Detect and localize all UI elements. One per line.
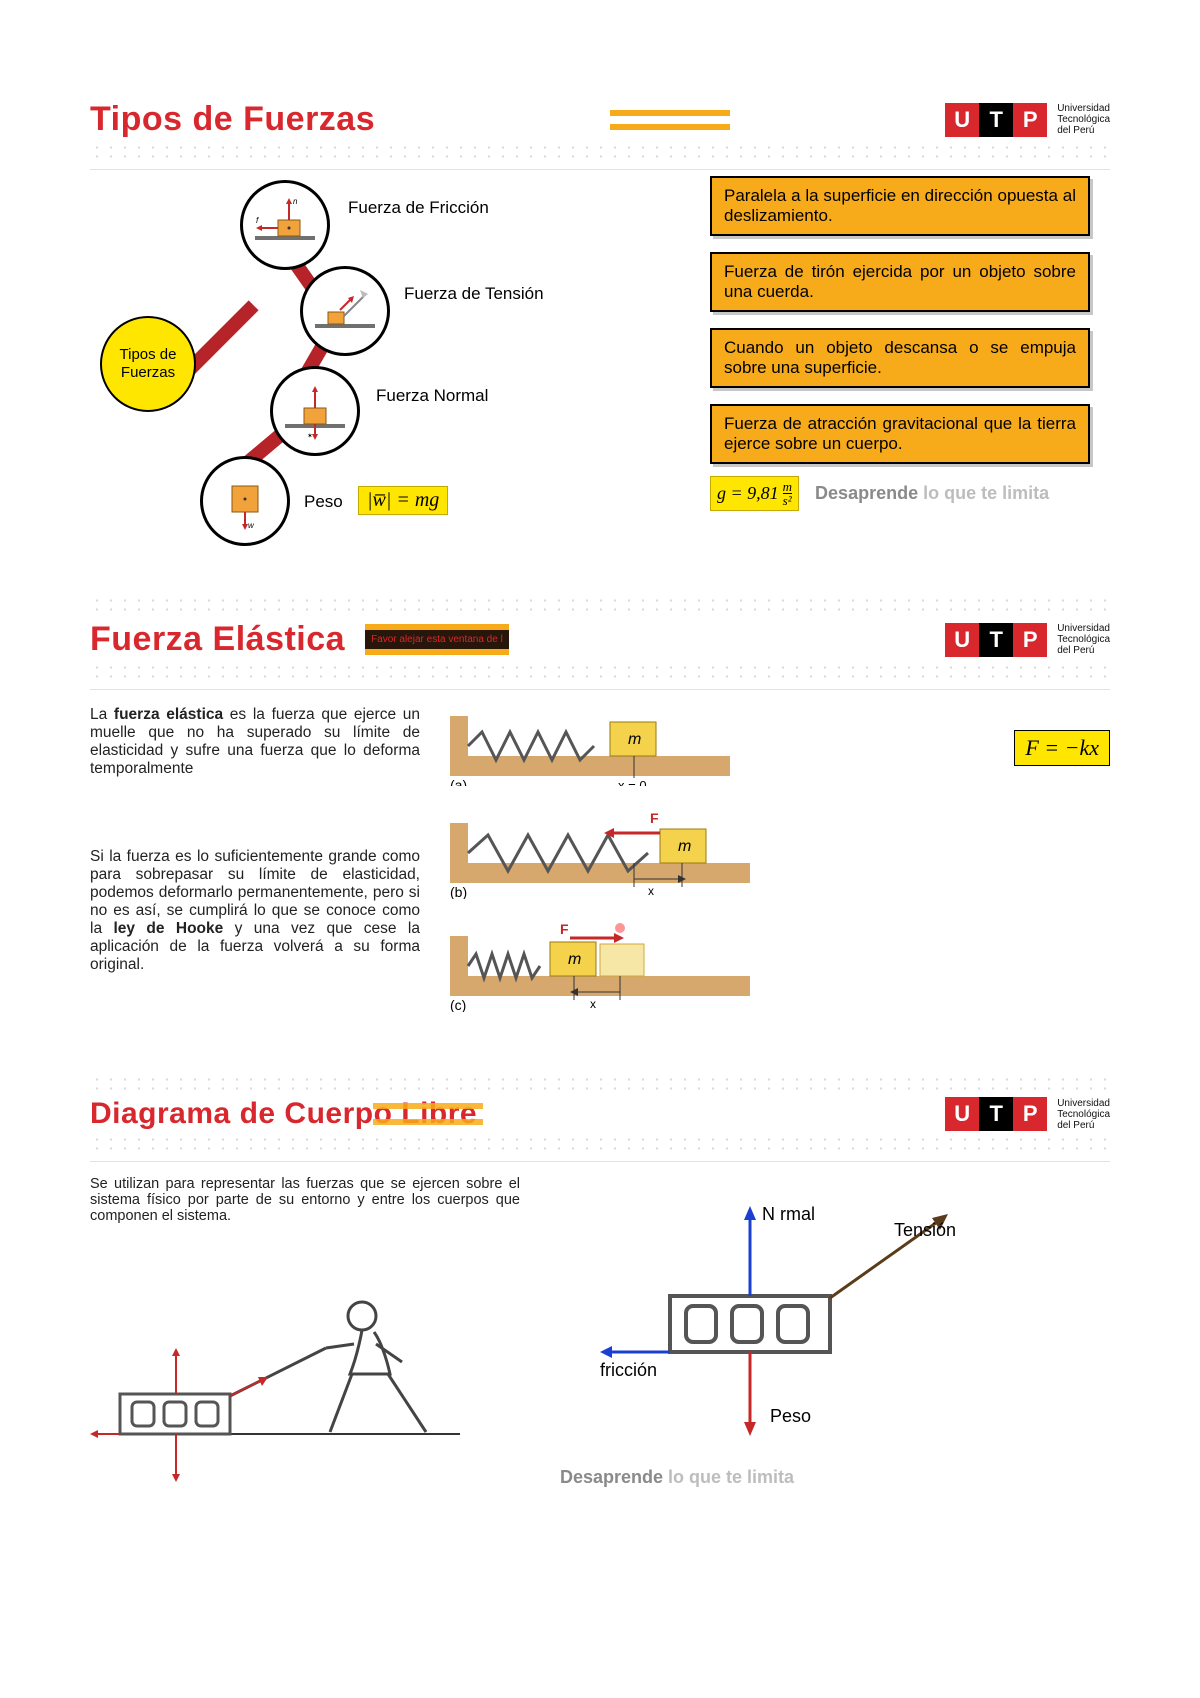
label-tension: Fuerza de Tensión bbox=[404, 284, 544, 304]
utp-name-2: Tecnológica bbox=[1057, 114, 1110, 125]
slide-dcl: Diagrama de Cuerpo Libre U T P Universid… bbox=[90, 1075, 1110, 1489]
svg-text:✶: ✶ bbox=[307, 432, 313, 440]
g-unit-num: m bbox=[783, 480, 792, 493]
svg-text:x: x bbox=[590, 997, 596, 1011]
force-bubble-diagram: Tipos de Fuerzas n f bbox=[90, 176, 690, 536]
slogan-3: Desaprende lo que te limita bbox=[560, 1467, 1110, 1488]
bubble-tension bbox=[300, 266, 390, 356]
label-peso: Peso bbox=[304, 492, 343, 512]
spring-fig-b: m F x (> 0) (b) bbox=[450, 809, 790, 899]
slide1-title: Tipos de Fuerzas bbox=[90, 100, 375, 139]
svg-text:F: F bbox=[560, 922, 569, 937]
dcl-scene-drawing bbox=[90, 1244, 470, 1484]
utp-letter-t: T bbox=[979, 623, 1013, 657]
utp-letter-p: P bbox=[1013, 103, 1047, 137]
bubble-friccion: n f bbox=[240, 180, 330, 270]
utp-letter-t: T bbox=[979, 103, 1013, 137]
orange-chip-overlay bbox=[373, 1103, 483, 1125]
desc-tension: Fuerza de tirón ejercida por un objeto s… bbox=[710, 252, 1090, 312]
hooke-formula: F = −kx bbox=[1014, 730, 1110, 766]
svg-text:n: n bbox=[293, 197, 298, 206]
center-circle: Tipos de Fuerzas bbox=[100, 316, 196, 412]
elastic-para2: Si la fuerza es lo suficientemente grand… bbox=[90, 848, 420, 974]
utp-name: Universidad Tecnológica del Perú bbox=[1057, 103, 1110, 136]
slide2-title: Fuerza Elástica bbox=[90, 620, 345, 659]
center-circle-label: Tipos de Fuerzas bbox=[108, 346, 188, 382]
vec-peso-label: Peso bbox=[770, 1406, 811, 1426]
utp-logo: U T P UniversidadTecnológicadel Perú bbox=[945, 1097, 1110, 1131]
vec-tension-label: Tensión bbox=[894, 1220, 956, 1240]
svg-text:w: w bbox=[248, 521, 255, 530]
slide-tipos-fuerzas: Tipos de Fuerzas U T P Universidad Tecno… bbox=[90, 100, 1110, 536]
svg-text:(b): (b) bbox=[450, 884, 467, 899]
utp-logo: U T P UniversidadTecnológicadel Perú bbox=[945, 623, 1110, 657]
orange-chip-text: Favor alejar esta ventana de l bbox=[365, 624, 509, 655]
label-normal: Fuerza Normal bbox=[376, 386, 488, 406]
vec-friction-label: fricción bbox=[600, 1360, 657, 1380]
utp-name-3: del Perú bbox=[1057, 125, 1110, 136]
bubble-peso: w bbox=[200, 456, 290, 546]
slide-fuerza-elastica: Fuerza Elástica Favor alejar esta ventan… bbox=[90, 596, 1110, 1035]
label-friccion: Fuerza de Fricción bbox=[348, 198, 489, 218]
orange-chip-blank bbox=[610, 110, 730, 130]
spring-fig-c: m F x (< 0) (c) bbox=[450, 922, 790, 1012]
svg-text:(< 0): (< 0) bbox=[580, 1011, 603, 1012]
dotted-band bbox=[90, 143, 1110, 161]
utp-logo: U T P Universidad Tecnológica del Perú bbox=[945, 103, 1110, 137]
desc-normal: Cuando un objeto descansa o se empuja so… bbox=[710, 328, 1090, 388]
utp-name-1: Universidad bbox=[1057, 103, 1110, 114]
g-unit-den: s² bbox=[783, 493, 792, 507]
svg-text:m: m bbox=[678, 838, 691, 855]
svg-text:x: x bbox=[648, 884, 654, 898]
slogan-1: Desaprende lo que te limita bbox=[815, 483, 1049, 504]
svg-text:F: F bbox=[650, 810, 659, 826]
slide1-header: Tipos de Fuerzas U T P Universidad Tecno… bbox=[90, 100, 1110, 143]
dcl-vector-diagram: N rmal Tensión fricción Peso bbox=[560, 1176, 1000, 1456]
dotted-band bbox=[90, 596, 1110, 614]
weight-formula: |w̅| = mg bbox=[358, 486, 448, 515]
svg-text:m: m bbox=[568, 951, 581, 968]
vec-normal-label: N rmal bbox=[762, 1204, 815, 1224]
g-formula: g = 9,81 m s² bbox=[710, 476, 799, 511]
bubble-normal: ✶ bbox=[270, 366, 360, 456]
desc-peso: Fuerza de atracción gravitacional que la… bbox=[710, 404, 1090, 464]
svg-text:f: f bbox=[256, 216, 259, 225]
svg-text:(> 0): (> 0) bbox=[640, 898, 663, 899]
dcl-para: Se utilizan para representar las fuerzas… bbox=[90, 1176, 520, 1224]
svg-text:(a): (a) bbox=[450, 777, 467, 786]
svg-text:x = 0: x = 0 bbox=[618, 778, 647, 786]
svg-text:m: m bbox=[628, 731, 641, 748]
elastic-para1: La fuerza elástica es la fuerza que ejer… bbox=[90, 706, 420, 778]
desc-friccion: Paralela a la superficie en dirección op… bbox=[710, 176, 1090, 236]
dotted-band bbox=[90, 663, 1110, 681]
spring-fig-a: m x = 0 (a) bbox=[450, 706, 790, 786]
utp-letter-u: U bbox=[945, 103, 979, 137]
utp-letter-u: U bbox=[945, 623, 979, 657]
g-value: g = 9,81 bbox=[717, 483, 779, 504]
utp-letter-p: P bbox=[1013, 623, 1047, 657]
svg-text:(c): (c) bbox=[450, 997, 466, 1012]
